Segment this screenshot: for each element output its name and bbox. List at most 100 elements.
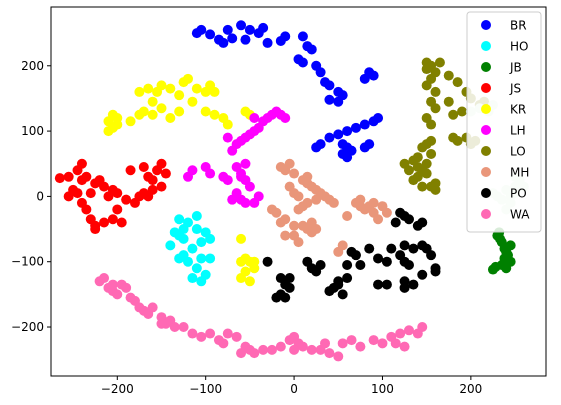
point-br-33	[333, 129, 344, 140]
y-tick-label: 0	[36, 189, 44, 203]
point-po-5	[280, 292, 291, 303]
point-mh-16	[293, 204, 304, 215]
point-js-38	[94, 175, 105, 186]
point-mh-43	[306, 217, 317, 228]
legend-label-js: JS	[509, 82, 521, 96]
point-po-24	[381, 279, 392, 290]
point-js-6	[76, 158, 87, 169]
point-ho-10	[174, 253, 185, 264]
point-wa-45	[395, 328, 406, 339]
point-mh-45	[368, 197, 379, 208]
point-br-14	[297, 57, 308, 68]
point-ho-17	[178, 233, 189, 244]
point-js-11	[81, 204, 92, 215]
point-js-16	[107, 214, 118, 225]
point-br-34	[324, 132, 335, 143]
point-kr-15	[191, 83, 202, 94]
point-wa-52	[107, 279, 118, 290]
point-js-20	[112, 204, 123, 215]
point-kr-10	[156, 80, 167, 91]
point-js-35	[143, 191, 154, 202]
point-lo-36	[417, 181, 428, 192]
point-lh-18	[280, 113, 291, 124]
point-kr-7	[138, 106, 149, 117]
y-tick-label: 200	[21, 59, 44, 73]
point-kr-41	[112, 113, 123, 124]
point-lh-26	[231, 162, 242, 173]
point-wa-55	[156, 318, 167, 329]
point-wa-42	[368, 335, 379, 346]
legend-label-lo: LO	[510, 145, 526, 159]
legend-label-kr: KR	[510, 103, 526, 117]
point-ho-7	[196, 237, 207, 248]
legend-marker-kr	[481, 104, 491, 114]
point-kr-22	[222, 119, 233, 130]
point-po-19	[355, 259, 366, 270]
point-wa-24	[231, 331, 242, 342]
point-mh-29	[337, 240, 348, 251]
point-js-19	[107, 184, 118, 195]
point-js-9	[85, 188, 96, 199]
point-ho-21	[196, 253, 207, 264]
point-wa-12	[147, 302, 158, 313]
point-kr-11	[165, 83, 176, 94]
point-lo-9	[426, 119, 437, 130]
point-br-46	[297, 31, 308, 42]
point-mh-40	[302, 171, 313, 182]
point-wa-48	[417, 322, 428, 333]
point-wa-51	[236, 348, 247, 359]
point-wa-6	[121, 282, 132, 293]
point-lh-22	[240, 197, 251, 208]
point-po-22	[381, 256, 392, 267]
point-wa-20	[205, 328, 216, 339]
point-lh-32	[236, 171, 247, 182]
point-wa-4	[112, 289, 123, 300]
point-kr-12	[174, 90, 185, 101]
point-lo-30	[403, 165, 414, 176]
point-po-15	[337, 289, 348, 300]
point-wa-1	[99, 273, 110, 284]
legend-marker-jb	[481, 62, 491, 72]
point-lo-39	[412, 162, 423, 173]
points-layer	[54, 20, 529, 362]
point-po-35	[430, 266, 441, 277]
point-po-16	[342, 273, 353, 284]
point-lo-17	[448, 109, 459, 120]
point-wa-54	[320, 338, 331, 349]
point-po-44	[408, 279, 419, 290]
point-mh-37	[381, 207, 392, 218]
point-wa-27	[249, 348, 260, 359]
legend-marker-wa	[481, 209, 491, 219]
point-jb-13	[495, 233, 506, 244]
point-kr-37	[236, 273, 247, 284]
point-js-28	[156, 158, 167, 169]
point-kr-14	[183, 73, 194, 84]
point-br-30	[359, 119, 370, 130]
point-mh-23	[280, 230, 291, 241]
point-ho-4	[191, 210, 202, 221]
point-po-3	[284, 282, 295, 293]
point-lo-7	[430, 103, 441, 114]
point-kr-40	[236, 256, 247, 267]
point-br-41	[342, 152, 353, 163]
point-kr-29	[143, 83, 154, 94]
point-lo-33	[421, 168, 432, 179]
plot-frame	[50, 6, 547, 377]
point-po-33	[426, 250, 437, 261]
legend-label-mh: MH	[510, 166, 529, 180]
point-lh-19	[249, 113, 260, 124]
point-mh-35	[373, 214, 384, 225]
point-po-21	[373, 253, 384, 264]
point-wa-46	[403, 325, 414, 336]
point-ho-14	[187, 273, 198, 284]
point-br-23	[324, 94, 335, 105]
point-kr-19	[200, 106, 211, 117]
point-kr-39	[249, 256, 260, 267]
point-kr-20	[209, 109, 220, 120]
point-br-1	[196, 24, 207, 35]
point-lo-4	[421, 80, 432, 91]
point-br-45	[222, 24, 233, 35]
point-wa-23	[222, 328, 233, 339]
point-mh-6	[293, 191, 304, 202]
x-tick-label: 200	[459, 382, 482, 396]
